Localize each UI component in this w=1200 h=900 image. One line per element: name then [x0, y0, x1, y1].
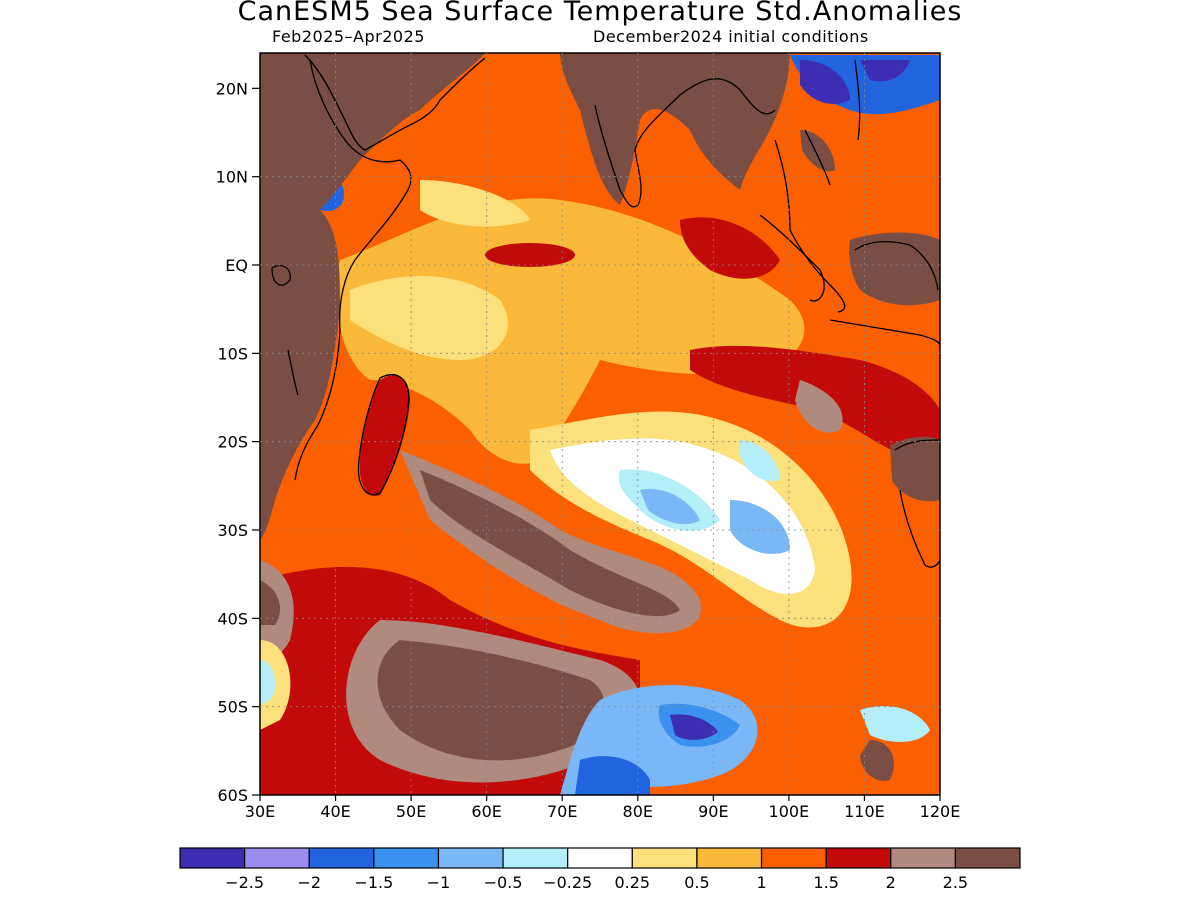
lon-tick-label: 100E — [769, 802, 810, 821]
lat-tick-label: 20S — [217, 433, 248, 452]
coast-australia-west — [899, 489, 940, 568]
lon-tick-label: 50E — [396, 802, 426, 821]
lon-tick-label: 120E — [920, 802, 961, 821]
map-frame — [259, 52, 941, 796]
coastlines — [271, 54, 940, 568]
coast-borneo — [854, 241, 939, 291]
colorbar-swatch — [825, 847, 892, 869]
field-central-yellow — [350, 276, 508, 360]
colorbar-swatch — [244, 847, 310, 869]
colorbar-swatch — [696, 847, 763, 869]
coast-vietnam — [854, 59, 861, 141]
colorbar-label: −2.5 — [225, 873, 264, 892]
lon-tick-label: 40E — [320, 802, 350, 821]
colorbar-label: −1 — [427, 873, 451, 892]
field-southeast-brown — [795, 380, 843, 433]
field-south-brown-dark — [420, 470, 680, 617]
land-africa-arabia — [260, 53, 485, 540]
land-indochina-blob — [800, 130, 835, 172]
colorbar-swatch — [890, 847, 956, 869]
colorbar-label: 2.5 — [943, 873, 968, 892]
coast-australia-north — [894, 439, 940, 451]
field-south-blue-deep — [670, 714, 718, 740]
colorbar-label: −0.25 — [543, 873, 592, 892]
lon-tick-label: 70E — [547, 802, 577, 821]
coast-east-africa — [294, 59, 412, 481]
colorbar-label: 1 — [756, 873, 766, 892]
lon-tick-label: 80E — [623, 802, 653, 821]
field-southeast-brown-blob — [860, 740, 894, 781]
colorbar-label: −2 — [297, 873, 321, 892]
colorbar-swatch — [437, 847, 504, 869]
colorbar-label: 2 — [886, 873, 896, 892]
lon-tick-label: 30E — [245, 802, 275, 821]
field-arabian-yellow — [420, 180, 530, 227]
forecast-period: Feb2025–Apr2025 — [272, 27, 425, 46]
field-southwest-yellow — [260, 640, 291, 730]
colorbar-swatch — [631, 847, 698, 869]
field-scs-blue-deep — [800, 60, 850, 105]
colorbar-swatch — [567, 847, 633, 869]
map-field — [260, 53, 940, 795]
colorbar-label: 1.5 — [813, 873, 838, 892]
coast-arabia — [304, 54, 486, 151]
lat-tick-label: EQ — [225, 256, 248, 275]
field-scs-blue-deep-2 — [860, 60, 910, 82]
lat-tick-label: 10N — [216, 168, 248, 187]
colorbar-label: −1.5 — [354, 873, 393, 892]
colorbar-label: 0.25 — [614, 873, 650, 892]
lon-tick-label: 110E — [844, 802, 885, 821]
lat-tick-label: 30S — [217, 521, 248, 540]
colorbar: −2.5 −2 −1.5 −1 −0.5 −0.25 0.25 0.5 1 1.5 2 2.5 — [179, 847, 1021, 892]
field-cool-blue — [640, 489, 700, 525]
field-cool-lightblue-2 — [740, 440, 780, 481]
lat-tick-label: 50S — [217, 698, 248, 717]
field-eq-red-blob — [485, 243, 575, 267]
field-south-blue-low — [575, 756, 650, 795]
coast-madagascar — [357, 374, 410, 496]
colorbar-swatch — [760, 847, 827, 869]
land-india-seasia — [560, 53, 790, 205]
lat-tick-label: 20N — [216, 79, 248, 98]
colorbar-swatch — [373, 847, 440, 869]
land-australia — [890, 436, 940, 502]
field-southeast-lightblue — [860, 706, 930, 742]
field-sumatra-red — [680, 217, 780, 279]
colorbar-label: −0.5 — [484, 873, 523, 892]
colorbar-swatch — [954, 847, 1021, 869]
lat-tick-label: 60S — [217, 786, 248, 805]
land-madagascar-fill — [359, 375, 410, 496]
field-cool-blue-2 — [730, 500, 790, 554]
coast-malay-peninsula — [804, 129, 831, 186]
gridlines — [260, 53, 940, 795]
colorbar-swatch — [179, 847, 246, 869]
lon-tick-label: 60E — [471, 802, 501, 821]
lat-tick-label: 40S — [217, 609, 248, 628]
colorbar-label: 0.5 — [684, 873, 709, 892]
coast-sumatra-west — [759, 214, 825, 302]
chart-title: CanESM5 Sea Surface Temperature Std.Anom… — [237, 0, 963, 27]
field-southwest-lightblue — [260, 660, 276, 705]
coast-lake-victoria — [271, 265, 291, 286]
longitude-axis: 30E 40E 50E 60E 70E 80E 90E 100E 110E 120E — [245, 795, 961, 821]
colorbar-swatch — [502, 847, 569, 869]
latitude-axis: 20N 10N EQ 10S 20S 30S 40S 50S 60S — [216, 79, 260, 805]
initial-conditions: December2024 initial conditions — [593, 27, 869, 46]
lon-tick-label: 90E — [698, 802, 728, 821]
coast-java — [829, 319, 940, 346]
field-west-brown-dark — [260, 580, 280, 625]
coast-lake-malawi — [287, 349, 299, 396]
field-southwest-brown-dark — [377, 640, 605, 761]
coast-india — [594, 78, 776, 208]
colorbar-swatch — [308, 847, 375, 869]
lat-tick-label: 10S — [217, 344, 248, 363]
